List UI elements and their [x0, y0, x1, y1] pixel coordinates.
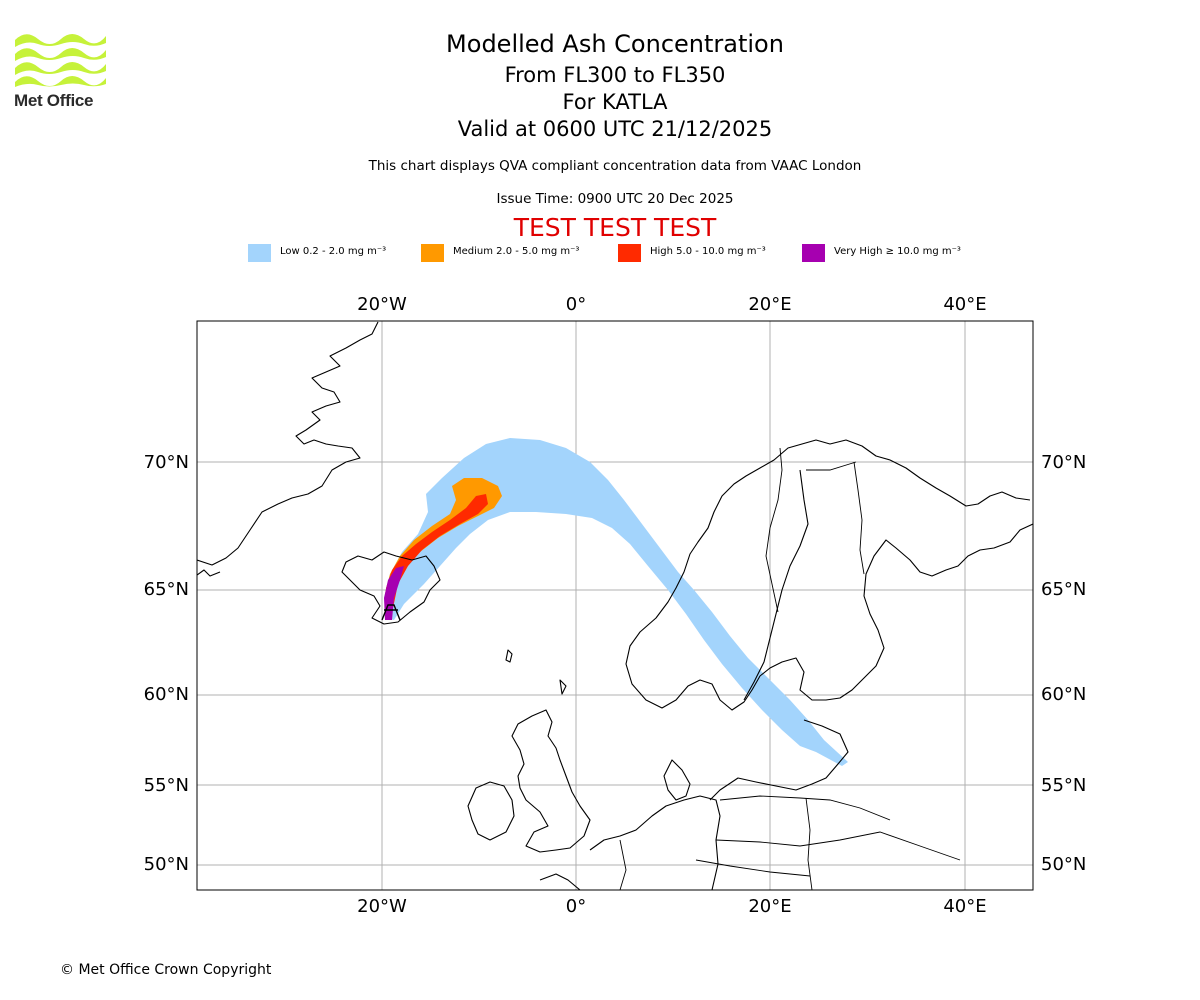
- flight-level-range: From FL300 to FL350: [504, 63, 726, 87]
- lat-label-right-55n: 55°N: [1041, 775, 1086, 796]
- lat-label-right-65n: 65°N: [1041, 579, 1086, 600]
- ash-very-high-concentration-area: [384, 566, 404, 620]
- volcano-name: For KATLA: [562, 90, 668, 114]
- ash-high-concentration-area: [385, 494, 488, 608]
- map-frame: [196, 320, 1034, 891]
- lon-label-top-20e: 20°E: [748, 294, 791, 315]
- met-office-waves-icon: [15, 34, 106, 87]
- legend-label-low: Low 0.2 - 2.0 mg m⁻³: [280, 246, 387, 257]
- lat-label-left-50n: 50°N: [144, 854, 189, 875]
- met-office-logo: Met Office: [14, 30, 106, 112]
- legend-swatch-very-high: [802, 244, 825, 262]
- lon-label-top-20w: 20°W: [357, 294, 407, 315]
- lat-label-right-70n: 70°N: [1041, 452, 1086, 473]
- lon-label-bottom-20e: 20°E: [748, 896, 791, 917]
- lon-label-top-0: 0°: [566, 294, 586, 315]
- ash-low-concentration-area: [384, 438, 848, 766]
- volcano-marker-icon: [381, 604, 401, 621]
- lat-label-right-60n: 60°N: [1041, 684, 1086, 705]
- legend-label-medium: Medium 2.0 - 5.0 mg m⁻³: [453, 246, 580, 257]
- coastlines: [197, 321, 1033, 890]
- issue-time: Issue Time: 0900 UTC 20 Dec 2025: [496, 191, 734, 207]
- legend-label-very-high: Very High ≥ 10.0 mg m⁻³: [834, 246, 961, 257]
- lon-label-bottom-40e: 40°E: [943, 896, 986, 917]
- legend-swatch-medium: [421, 244, 444, 262]
- legend-label-high: High 5.0 - 10.0 mg m⁻³: [650, 246, 766, 257]
- country-borders: [619, 447, 961, 890]
- met-office-logo-text: Met Office: [14, 91, 94, 110]
- lat-label-left-55n: 55°N: [144, 775, 189, 796]
- lon-label-bottom-0: 0°: [566, 896, 586, 917]
- lat-label-right-50n: 50°N: [1041, 854, 1086, 875]
- chart-subtitle: This chart displays QVA compliant concen…: [368, 158, 862, 174]
- lon-label-top-40e: 40°E: [943, 294, 986, 315]
- lat-label-left-70n: 70°N: [144, 452, 189, 473]
- map-gridlines: [197, 321, 1033, 890]
- test-banner: TEST TEST TEST: [513, 213, 717, 242]
- chart-title: Modelled Ash Concentration: [446, 30, 784, 58]
- legend-swatch-high: [618, 244, 641, 262]
- legend-swatch-low: [248, 244, 271, 262]
- copyright-notice: © Met Office Crown Copyright: [60, 962, 272, 978]
- valid-time: Valid at 0600 UTC 21/12/2025: [457, 117, 773, 141]
- lat-label-left-60n: 60°N: [144, 684, 189, 705]
- lat-label-left-65n: 65°N: [144, 579, 189, 600]
- lon-label-bottom-20w: 20°W: [357, 896, 407, 917]
